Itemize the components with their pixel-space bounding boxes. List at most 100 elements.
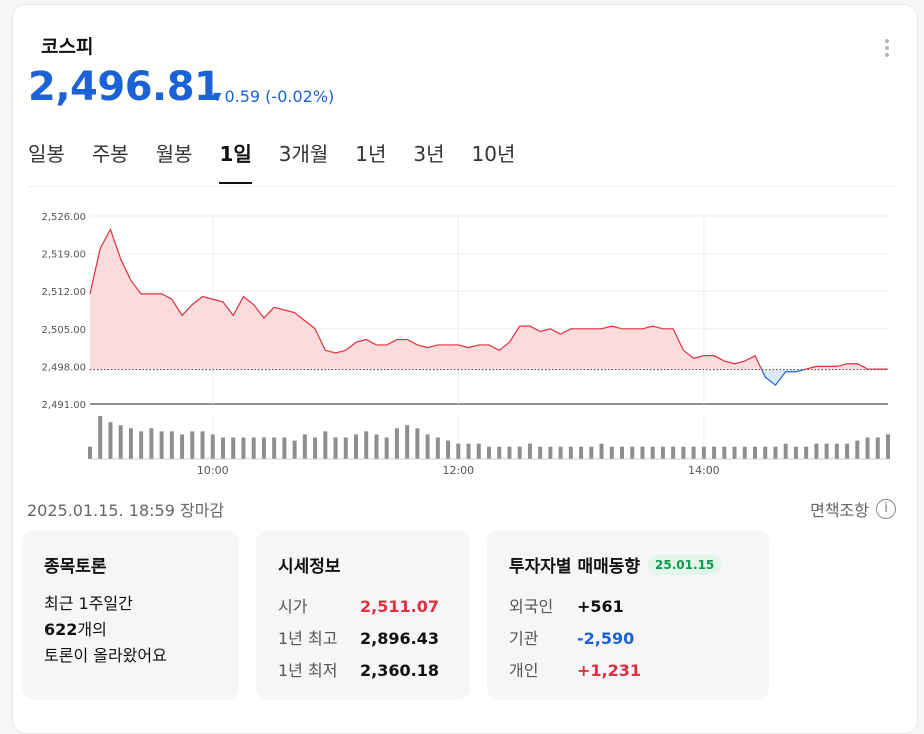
- volume-bar: [405, 425, 410, 459]
- volume-bar: [272, 437, 277, 459]
- volume-bar: [630, 446, 635, 459]
- volume-bar: [374, 434, 379, 459]
- volume-bar: [722, 446, 727, 459]
- volume-bar: [425, 434, 430, 459]
- investor-title-text: 투자자별 매매동향: [509, 557, 641, 577]
- quote-label: 1년 최저: [278, 661, 338, 680]
- more-options-icon[interactable]: [885, 39, 889, 60]
- volume-bar: [476, 443, 481, 459]
- tab-monthly[interactable]: 월봉: [155, 142, 193, 166]
- quote-row-52w-low: 1년 최저 2,360.18: [278, 655, 448, 687]
- x-tick-label: 12:00: [442, 464, 474, 477]
- volume-bar: [681, 446, 686, 459]
- volume-bar: [589, 446, 594, 459]
- volume-bar: [834, 443, 839, 459]
- volume-bar: [108, 422, 113, 459]
- tab-1year[interactable]: 1년: [355, 142, 387, 166]
- volume-bar: [845, 443, 850, 459]
- quote-info-card[interactable]: 시세정보 시가 2,511.07 1년 최고 2,896.43 1년 최저 2,…: [256, 530, 470, 700]
- volume-bar: [742, 446, 747, 459]
- investor-value: +561: [577, 597, 624, 616]
- index-name: 코스피: [41, 36, 94, 58]
- volume-bar: [487, 446, 491, 459]
- volume-bar: [599, 443, 604, 459]
- volume-bar: [221, 437, 225, 459]
- volume-bar: [732, 446, 737, 459]
- disclaimer-link[interactable]: 면책조항 i: [810, 497, 896, 521]
- investor-trend-card[interactable]: 투자자별 매매동향 25.01.15 외국인 +561 기관 -2,590 개인 …: [487, 530, 769, 700]
- volume-bar: [446, 440, 451, 459]
- tab-1day[interactable]: 1일: [219, 138, 253, 184]
- discussion-count: 622: [44, 620, 78, 639]
- volume-bar: [241, 437, 246, 459]
- volume-bar: [660, 446, 665, 459]
- investor-row-individual: 개인 +1,231: [509, 655, 747, 687]
- y-tick-label: 2,498.00: [41, 362, 86, 373]
- volume-bar: [517, 446, 522, 459]
- tab-3month[interactable]: 3개월: [278, 142, 329, 166]
- y-tick-label: 2,526.00: [41, 212, 86, 223]
- volume-bar: [313, 437, 318, 459]
- volume-bar: [159, 431, 164, 459]
- volume-bar: [302, 434, 307, 459]
- volume-bar: [527, 443, 532, 459]
- investor-value: +1,231: [577, 661, 642, 680]
- volume-bar: [169, 431, 174, 459]
- volume-bar: [579, 446, 584, 459]
- volume-bar: [753, 446, 757, 459]
- volume-bar: [118, 425, 123, 459]
- tab-10year[interactable]: 10년: [471, 142, 516, 166]
- volume-bar: [773, 446, 778, 459]
- volume-bar: [497, 446, 502, 459]
- x-tick-label: 10:00: [197, 464, 229, 477]
- volume-bar: [435, 437, 440, 459]
- volume-bar: [333, 437, 338, 459]
- volume-bar: [210, 434, 215, 459]
- investor-value: -2,590: [577, 629, 635, 648]
- volume-bar: [875, 437, 880, 459]
- tab-3year[interactable]: 3년: [413, 142, 445, 166]
- x-tick-label: 14:00: [688, 464, 720, 477]
- discussion-card[interactable]: 종목토론 최근 1주일간 622개의 토론이 올라왔어요: [22, 530, 239, 700]
- volume-bar: [507, 446, 512, 459]
- volume-bar: [671, 446, 676, 459]
- volume-bar: [364, 431, 369, 459]
- area-up: [90, 229, 888, 370]
- investor-label: 기관: [509, 629, 539, 648]
- volume-bar: [814, 443, 819, 459]
- volume-bar: [855, 440, 860, 459]
- disclaimer-label: 면책조항: [810, 501, 869, 520]
- down-arrow-icon: ▼: [213, 90, 222, 103]
- quote-title: 시세정보: [278, 557, 341, 577]
- discussion-line3: 토론이 올라왔어요: [44, 646, 167, 665]
- volume-bar: [149, 428, 154, 459]
- change-value: 0.59 (-0.02%): [224, 87, 335, 106]
- volume-bar: [88, 446, 92, 459]
- tab-daily[interactable]: 일봉: [28, 142, 65, 166]
- volume-bar: [180, 434, 185, 459]
- y-tick-label: 2,512.00: [41, 287, 86, 298]
- volume-bar: [712, 446, 717, 459]
- volume-bar: [466, 443, 471, 459]
- quote-label: 1년 최고: [278, 629, 338, 648]
- volume-bar: [343, 437, 348, 459]
- quote-row-open: 시가 2,511.07: [278, 591, 448, 623]
- period-tabs: 일봉 주봉 월봉 1일 3개월 1년 3년 10년: [28, 138, 542, 184]
- volume-bar: [548, 446, 553, 459]
- quote-row-52w-high: 1년 최고 2,896.43: [278, 623, 448, 655]
- tab-weekly[interactable]: 주봉: [91, 142, 129, 166]
- volume-bar: [323, 431, 328, 459]
- quote-value: 2,511.07: [360, 597, 439, 616]
- volume-bar: [354, 434, 358, 459]
- volume-bar: [231, 437, 236, 459]
- y-tick-label: 2,505.00: [41, 325, 86, 336]
- volume-bar: [701, 446, 706, 459]
- volume-bar: [640, 446, 645, 459]
- intraday-chart[interactable]: 2,526.00 2,519.00 2,512.00 2,505.00 2,498.00…: [0, 190, 924, 485]
- volume-bar: [261, 437, 266, 459]
- volume-bar: [568, 446, 573, 459]
- volume-bar: [394, 428, 399, 459]
- volume-bar: [384, 437, 389, 459]
- volume-bar: [282, 437, 287, 459]
- volume-bar: [190, 431, 195, 459]
